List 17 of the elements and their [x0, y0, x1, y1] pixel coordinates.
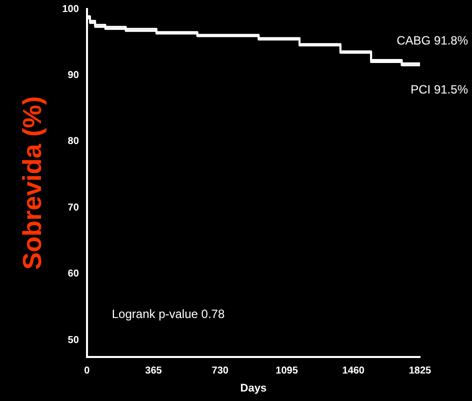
y-axis-title: Sobrevida (%): [16, 96, 47, 270]
y-tick-label: 60: [68, 268, 80, 280]
x-axis-title: Days: [240, 382, 267, 394]
series-label: CABG 91.8%: [396, 34, 468, 48]
y-tick-label: 100: [62, 4, 80, 15]
annotation: Logrank p-value 0.78: [112, 307, 225, 322]
y-tick-label: 80: [68, 136, 80, 148]
x-tick-label: 1460: [342, 366, 365, 377]
y-tick-label: 50: [68, 334, 80, 346]
y-tick-label: 70: [68, 202, 80, 214]
x-tick-label: 0: [84, 366, 90, 377]
y-tick-label: 90: [68, 70, 80, 81]
x-tick-label: 365: [145, 366, 162, 377]
x-tick-label: 730: [212, 366, 229, 377]
x-tick-label: 1095: [276, 366, 298, 377]
series-label: PCI 91.5%: [410, 82, 468, 97]
x-tick-label: 1825: [408, 366, 432, 377]
